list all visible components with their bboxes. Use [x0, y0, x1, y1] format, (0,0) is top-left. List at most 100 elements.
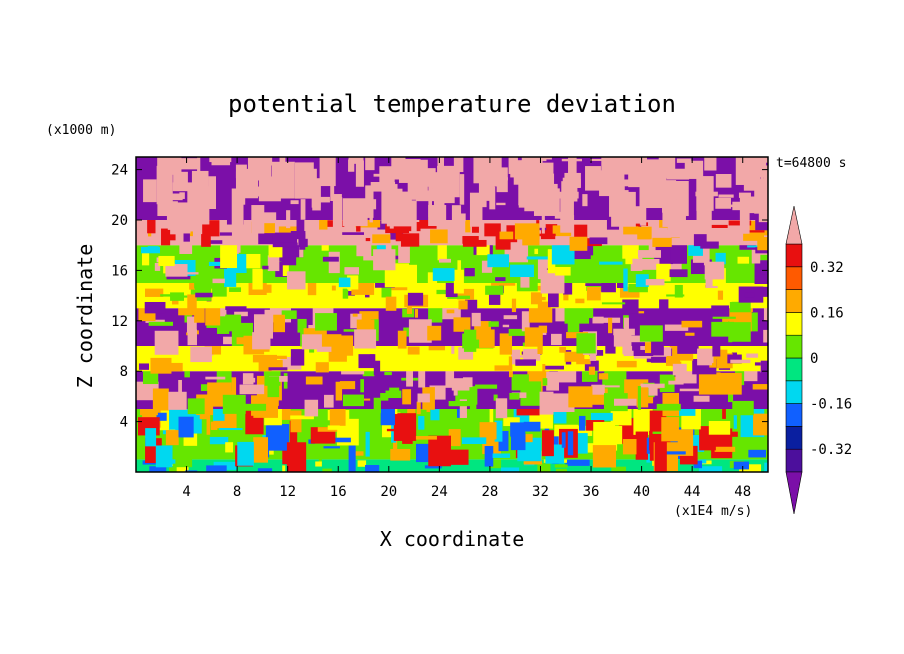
field-cell	[225, 442, 234, 453]
field-cell	[178, 379, 182, 398]
x-tick-label: 44	[684, 484, 701, 500]
field-cell	[376, 234, 386, 258]
field-cell	[516, 406, 540, 416]
field-cell	[637, 250, 661, 258]
field-cell	[534, 248, 539, 255]
field-cell	[753, 413, 768, 436]
field-cell	[637, 386, 641, 410]
field-cell	[574, 224, 588, 240]
chart-title: potential temperature deviation	[228, 90, 676, 118]
field-cell	[279, 157, 286, 170]
field-cell	[637, 226, 652, 240]
field-cell	[340, 232, 365, 235]
field-cell	[485, 285, 504, 295]
field-cell	[746, 353, 759, 358]
field-cell	[252, 354, 277, 363]
field-cell	[591, 170, 613, 186]
field-cell	[315, 362, 329, 373]
field-cell	[187, 186, 210, 225]
field-cell	[296, 219, 305, 236]
field-cell	[717, 290, 724, 300]
field-cell	[640, 190, 647, 226]
field-cell	[305, 376, 323, 385]
field-cell	[656, 263, 671, 282]
field-cell	[508, 328, 534, 336]
field-cell	[301, 334, 322, 350]
field-cell	[438, 258, 452, 263]
field-cell	[633, 349, 654, 356]
field-cell	[754, 362, 761, 366]
field-cell	[503, 417, 520, 427]
colorbar-tick-label: 0.32	[810, 260, 844, 276]
field-cell	[443, 168, 455, 204]
field-cell	[715, 197, 731, 209]
field-cell	[286, 210, 291, 229]
field-cell	[538, 325, 548, 333]
field-cell	[168, 391, 187, 410]
field-cell	[187, 329, 197, 346]
field-cell	[152, 388, 169, 411]
field-cell	[641, 396, 654, 404]
y-tick-label: 20	[111, 213, 128, 229]
field-cell	[711, 321, 734, 337]
field-cell	[234, 311, 248, 317]
field-cell	[286, 442, 307, 472]
field-cell	[540, 269, 565, 294]
field-cell	[568, 386, 593, 408]
field-cell	[194, 307, 205, 323]
field-cell	[369, 354, 375, 361]
field-cell	[347, 275, 359, 290]
field-cell	[570, 179, 581, 188]
field-cell	[559, 346, 567, 353]
colorbar-bin	[785, 266, 803, 290]
x-unit-label: (x1E4 m/s)	[674, 504, 752, 519]
field-cell	[145, 319, 165, 323]
field-cell	[658, 157, 676, 178]
field-cell	[704, 157, 717, 171]
field-cell	[463, 377, 473, 388]
field-cell	[273, 257, 291, 262]
field-cell	[244, 403, 267, 411]
field-cell	[756, 157, 768, 163]
field-cell	[406, 370, 413, 387]
field-cell	[457, 288, 475, 300]
field-cell	[267, 424, 290, 451]
field-cell	[391, 421, 397, 443]
field-cell	[560, 193, 574, 233]
field-cell	[290, 415, 314, 420]
field-cell	[539, 296, 546, 301]
field-cell	[433, 190, 445, 221]
field-cell	[264, 157, 273, 166]
field-cell	[698, 372, 721, 395]
colorbar-bin	[785, 312, 803, 336]
field-cell	[727, 390, 734, 403]
field-cell	[224, 268, 237, 287]
field-cell	[498, 430, 509, 452]
field-cell	[484, 446, 494, 467]
field-cell	[537, 344, 543, 354]
field-cell	[451, 205, 462, 230]
field-cell	[503, 315, 518, 320]
field-cell	[365, 237, 371, 242]
field-cell	[205, 305, 221, 326]
field-cell	[166, 193, 183, 201]
field-cell	[760, 360, 768, 375]
field-cell	[590, 158, 605, 161]
field-cell	[648, 238, 656, 253]
field-cell	[732, 400, 754, 416]
field-cell	[617, 279, 626, 289]
field-cell	[251, 205, 265, 234]
field-cell	[396, 188, 403, 207]
field-cell	[170, 464, 189, 472]
field-cell	[179, 192, 185, 199]
field-cell	[635, 431, 649, 460]
field-cell	[499, 333, 513, 355]
field-cell	[763, 165, 768, 182]
field-cell	[464, 268, 475, 277]
field-cell	[622, 439, 637, 455]
field-cell	[516, 237, 528, 253]
field-cell	[430, 397, 440, 421]
field-cell	[670, 241, 688, 264]
field-cell	[356, 202, 366, 215]
